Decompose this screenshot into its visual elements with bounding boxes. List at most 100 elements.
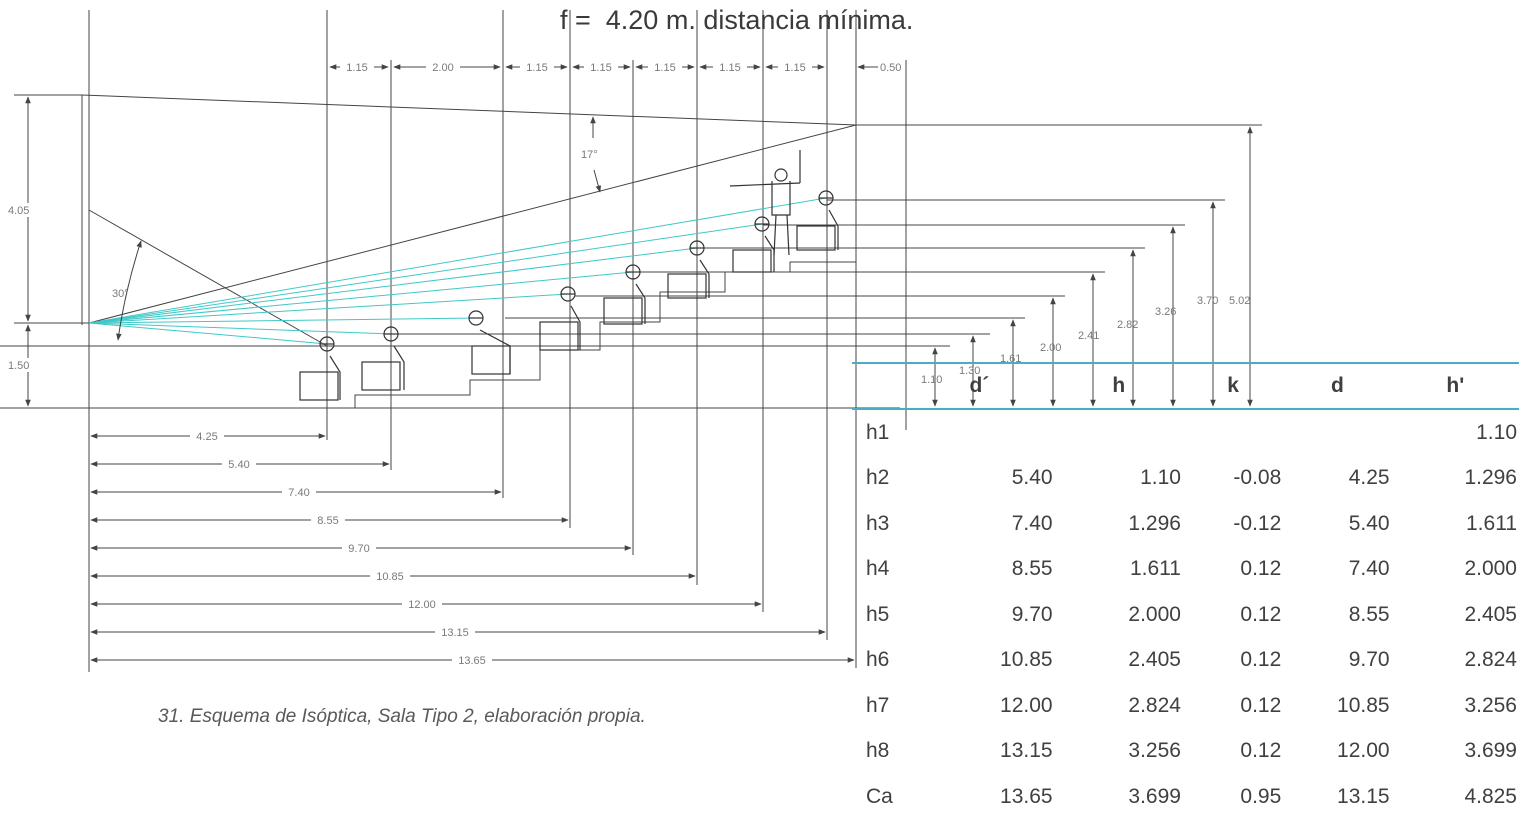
table-cell: 1.296: [1128, 511, 1181, 535]
table-row: h8 13.15 3.256 0.12 12.00 3.699: [852, 729, 1519, 775]
table-cell: 1.611: [1466, 511, 1517, 535]
table-cell: 2.405: [1128, 648, 1181, 672]
distance-label: 5.40: [228, 459, 249, 471]
table-row: h4 8.55 1.611 0.12 7.40 2.000: [852, 547, 1519, 593]
figure-caption: 31. Esquema de Isóptica, Sala Tipo 2, el…: [158, 706, 646, 727]
column-header: d: [1283, 362, 1392, 410]
table-cell: 12.00: [1000, 693, 1053, 717]
height-label: 3.70: [1197, 295, 1218, 307]
seat-row-4: [539, 286, 581, 351]
spacing-label: 1.15: [346, 62, 367, 74]
table-cell: -0.12: [1233, 511, 1282, 535]
table-cell: [1055, 409, 1183, 456]
table-cell: 0.12: [1240, 693, 1282, 717]
row-label: Ca: [866, 784, 893, 808]
table-row: h3 7.40 1.296 -0.12 5.40 1.611: [852, 501, 1519, 547]
angle-labels: 17° 30°: [112, 149, 598, 300]
seat-row-1: [299, 336, 341, 401]
height-label: 5.02: [1229, 295, 1250, 307]
distance-label: 13.15: [441, 627, 469, 639]
spacing-label: 1.15: [654, 62, 675, 74]
table-cell: 5.40: [1348, 511, 1390, 535]
column-header: [852, 362, 905, 410]
row-label: h7: [866, 693, 890, 717]
seat-figures: [299, 150, 839, 401]
table-cell: 2.824: [1128, 693, 1181, 717]
column-header: h: [1054, 362, 1183, 410]
angle-label-30: 30°: [112, 288, 129, 300]
height-label: 2.41: [1078, 330, 1099, 342]
seat-row-6: [667, 240, 710, 299]
row-label: h3: [866, 511, 890, 535]
row-label: h8: [866, 739, 890, 763]
table-cell: 10.85: [1000, 648, 1053, 672]
table-cell: 2.405: [1464, 602, 1517, 626]
height-label: 3.26: [1155, 306, 1176, 318]
table-cell: 10.85: [1337, 693, 1390, 717]
angle-label-17: 17°: [581, 149, 598, 161]
table-cell: 13.65: [1000, 784, 1053, 808]
table-row: h6 10.85 2.405 0.12 9.70 2.824: [852, 638, 1519, 684]
spacing-label: 1.15: [526, 62, 547, 74]
standing-figure: [729, 150, 801, 256]
room-section: [0, 94, 900, 409]
distance-label: 13.65: [458, 655, 486, 667]
table-cell: 0.12: [1240, 602, 1282, 626]
table-row: h1 1.10: [852, 409, 1519, 456]
distance-label: 9.70: [348, 543, 369, 555]
height-label: 2.82: [1117, 319, 1138, 331]
table-cell: 1.296: [1464, 466, 1517, 490]
table-cell: 7.40: [1348, 557, 1390, 581]
table-cell: 4.25: [1348, 466, 1390, 490]
table-cell: [904, 409, 1054, 456]
level-lines: [327, 124, 1262, 347]
seat-row-5: [603, 264, 646, 325]
distance-label: 10.85: [376, 571, 404, 583]
table-cell: 12.00: [1337, 739, 1390, 763]
table-cell: 3.256: [1464, 693, 1517, 717]
left-dim-labels: 4.05 1.50: [6, 203, 42, 372]
table-header-row: d´ h k d h': [852, 362, 1519, 410]
table-cell: 13.15: [1337, 784, 1390, 808]
spacing-label: 2.00: [432, 62, 453, 74]
table-cell: [1183, 409, 1283, 456]
row-label: h1: [866, 420, 890, 444]
table-cell: 1.10: [1140, 466, 1181, 490]
row-label: h5: [866, 602, 890, 626]
seat-row-3: [468, 310, 511, 375]
table-cell: 8.55: [1348, 602, 1390, 626]
table-cell: 0.12: [1240, 557, 1282, 581]
column-header: d´: [904, 362, 1055, 410]
spacing-label: 0.50: [880, 62, 901, 74]
table-cell: 0.12: [1240, 648, 1282, 672]
row-label: h6: [866, 648, 890, 672]
table-cell: 3.256: [1128, 739, 1181, 763]
table-row: h7 12.00 2.824 0.12 10.85 3.256: [852, 683, 1519, 729]
table-cell: 9.70: [1011, 602, 1053, 626]
table-cell: 2.000: [1128, 602, 1181, 626]
table-cell: 8.55: [1011, 557, 1053, 581]
spacing-label: 1.15: [784, 62, 805, 74]
table-cell: [1283, 409, 1391, 456]
row-label: h4: [866, 557, 890, 581]
distance-label: 8.55: [317, 515, 338, 527]
height-label: 1.61: [1000, 353, 1021, 365]
column-header: k: [1182, 362, 1284, 410]
table-row: h5 9.70 2.000 0.12 8.55 2.405: [852, 592, 1519, 638]
table-cell: -0.08: [1233, 466, 1282, 490]
vertical-reference-lines: [81, 10, 907, 672]
table-cell: 5.40: [1011, 466, 1053, 490]
table-cell: 0.12: [1240, 739, 1282, 763]
spacing-label: 1.15: [719, 62, 740, 74]
distance-label: 12.00: [408, 599, 436, 611]
table-row: h2 5.40 1.10 -0.08 4.25 1.296: [852, 456, 1519, 502]
table-cell: 0.95: [1240, 784, 1282, 808]
page-heading: f = 4.20 m. distancia mínima.: [560, 5, 914, 35]
spacing-label: 1.15: [590, 62, 611, 74]
distance-label: 4.25: [196, 431, 217, 443]
table-row: Ca 13.65 3.699 0.95 13.15 4.825: [852, 774, 1519, 820]
distance-label: 7.40: [288, 487, 309, 499]
table-cell: 1.10: [1476, 420, 1517, 444]
table-cell: 7.40: [1011, 511, 1053, 535]
height-label: 2.00: [1040, 342, 1061, 354]
